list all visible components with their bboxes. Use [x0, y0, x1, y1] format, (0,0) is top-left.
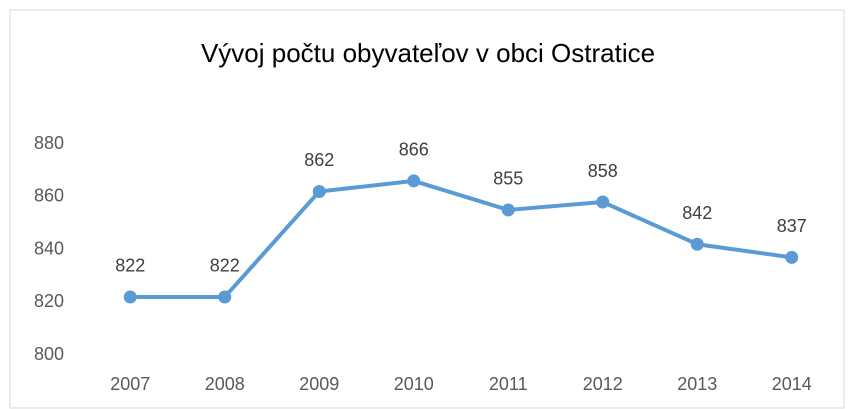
point [218, 290, 232, 304]
data-label: 862 [304, 150, 334, 170]
x-tick-label: 2013 [677, 374, 717, 394]
y-tick-label: 800 [34, 344, 64, 364]
y-tick-label: 840 [34, 238, 64, 258]
data-label: 866 [399, 140, 429, 160]
point [312, 184, 326, 198]
data-label: 842 [682, 203, 712, 223]
x-tick-label: 2010 [394, 374, 434, 394]
x-tick-label: 2011 [489, 374, 528, 394]
y-tick-label: 820 [34, 291, 64, 311]
data-label: 855 [493, 169, 523, 189]
chart-border [9, 9, 845, 409]
y-tick-label: 880 [34, 133, 64, 153]
data-label: 822 [115, 256, 145, 276]
chart-title: Vývoj počtu obyvateľov v obci Ostratice [201, 38, 655, 68]
point [123, 290, 137, 304]
x-tick-label: 2012 [583, 374, 623, 394]
data-label: 837 [777, 216, 807, 236]
x-tick-label: 2007 [110, 374, 150, 394]
x-tick-label: 2008 [205, 374, 245, 394]
data-label: 822 [210, 256, 240, 276]
point [596, 195, 610, 209]
data-label: 858 [588, 161, 618, 181]
y-tick-label: 860 [34, 186, 64, 206]
point [501, 203, 515, 217]
line [130, 178, 793, 299]
x-tick-label: 2014 [772, 374, 812, 394]
point [785, 250, 799, 264]
point [407, 174, 421, 188]
point [690, 237, 704, 251]
x-tick-label: 2009 [299, 374, 339, 394]
